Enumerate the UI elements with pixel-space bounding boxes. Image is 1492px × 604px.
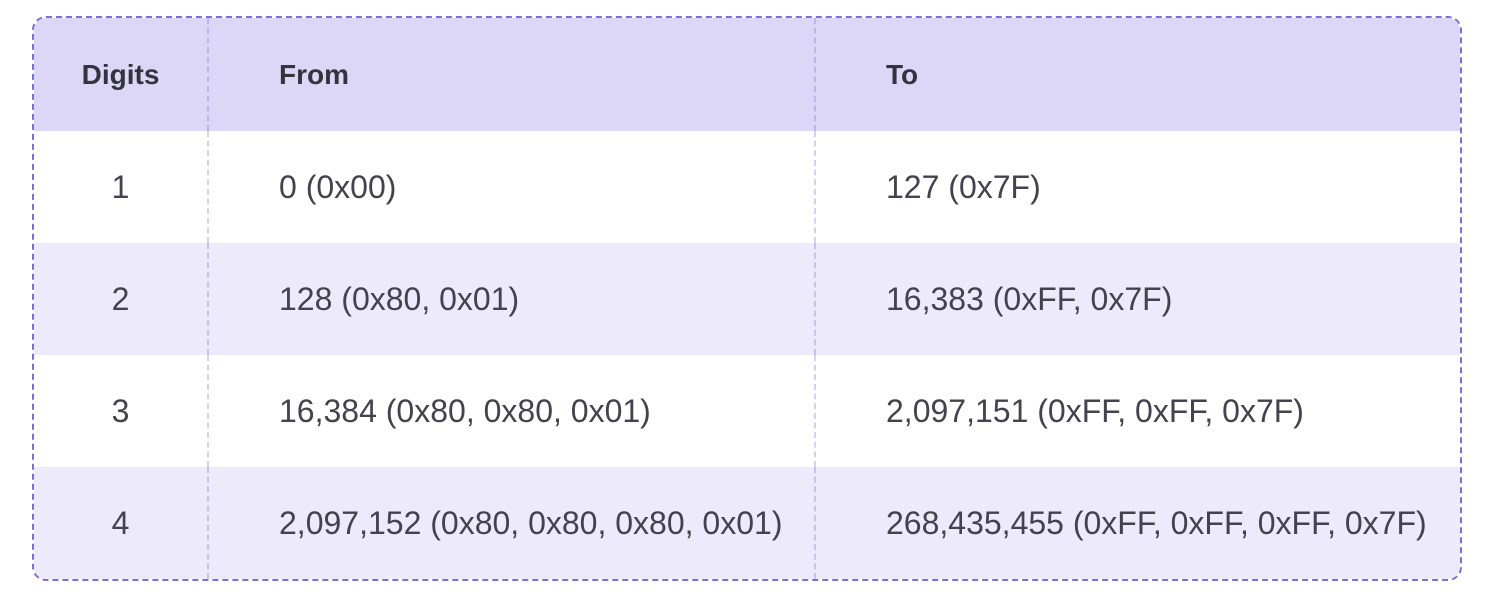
table-row: 1 0 (0x00) 127 (0x7F) xyxy=(34,131,1460,243)
cell-to: 16,383 (0xFF, 0x7F) xyxy=(814,243,1460,355)
cell-digits: 3 xyxy=(111,392,130,429)
cell-from: 16,384 (0x80, 0x80, 0x01) xyxy=(207,355,814,467)
table-row: 2 128 (0x80, 0x01) 16,383 (0xFF, 0x7F) xyxy=(34,243,1460,355)
cell-digits: 4 xyxy=(111,504,130,541)
cell-from: 0 (0x00) xyxy=(207,131,814,243)
varint-digit-range-table: Digits From To 1 0 (0x00) 127 (0x7F) 2 1… xyxy=(32,16,1462,581)
header-cell-to: To xyxy=(814,18,1460,131)
table-row: 3 16,384 (0x80, 0x80, 0x01) 2,097,151 (0… xyxy=(34,355,1460,467)
cell-to: 2,097,151 (0xFF, 0xFF, 0x7F) xyxy=(814,355,1460,467)
header-cell-digits: Digits xyxy=(81,58,160,90)
cell-digits: 1 xyxy=(111,168,130,205)
cell-to: 127 (0x7F) xyxy=(814,131,1460,243)
table-header-row: Digits From To xyxy=(34,18,1460,131)
cell-from: 2,097,152 (0x80, 0x80, 0x80, 0x01) xyxy=(207,467,814,579)
table-row: 4 2,097,152 (0x80, 0x80, 0x80, 0x01) 268… xyxy=(34,467,1460,579)
header-cell-from: From xyxy=(207,18,814,131)
cell-to: 268,435,455 (0xFF, 0xFF, 0xFF, 0x7F) xyxy=(814,467,1460,579)
cell-digits: 2 xyxy=(111,280,130,317)
cell-from: 128 (0x80, 0x01) xyxy=(207,243,814,355)
